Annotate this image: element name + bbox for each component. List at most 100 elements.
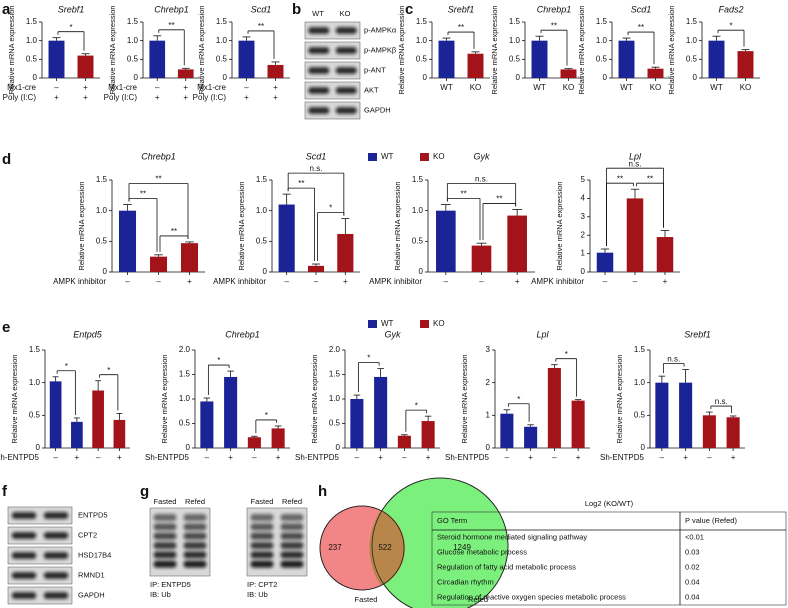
y-tick-label: 1.0: [256, 206, 268, 215]
bar: [177, 69, 194, 78]
panel-letter: f: [2, 483, 8, 500]
bar: [71, 421, 83, 448]
y-tick-label: 0: [419, 267, 424, 276]
y-tick-label: 0: [263, 267, 268, 276]
blot-band: [11, 572, 37, 579]
blot-band: [250, 523, 274, 531]
chart-title: Entpd5: [73, 329, 103, 339]
blot-band: [280, 542, 304, 549]
x-tick-label: KO: [740, 83, 752, 92]
chart-title: Scd1: [306, 151, 327, 161]
blot-label: GAPDH: [364, 105, 391, 114]
sig-label: *: [107, 366, 110, 375]
bar: [307, 265, 325, 272]
y-tick-label: 0: [134, 73, 139, 82]
bar: [647, 68, 664, 78]
x-row-value: –: [155, 83, 160, 92]
bar: [118, 210, 137, 272]
bar: [547, 367, 561, 448]
sig-label: **: [458, 23, 464, 32]
y-axis-label: Relative mRNA expression: [197, 5, 206, 94]
table-cell: Glucose metabolic process: [437, 547, 527, 556]
bar: [200, 401, 214, 448]
blot-bg: [7, 546, 73, 565]
x-tick-label: KO: [650, 83, 662, 92]
blot-band: [11, 592, 37, 599]
bar: [702, 415, 716, 448]
sig-label: *: [517, 395, 520, 404]
sig-label: **: [551, 21, 557, 30]
blot-band: [335, 47, 357, 54]
x-row-label: AMPK inhibitor: [531, 277, 584, 286]
y-tick-label: 1.5: [127, 17, 139, 26]
bar: [149, 40, 166, 78]
x-row-value: +: [576, 453, 581, 462]
x-row-value: +: [187, 277, 192, 286]
bar: [224, 376, 238, 448]
x-row-value: +: [378, 453, 383, 462]
y-tick-label: 1.5: [179, 370, 191, 379]
x-row-value: –: [54, 83, 59, 92]
chart-title: Lpl: [536, 329, 549, 339]
chart-title: Lpl: [629, 151, 642, 161]
blot-band: [250, 560, 274, 568]
sig-label: *: [367, 354, 370, 363]
blot-bg: [304, 41, 361, 60]
blot-band: [250, 551, 274, 559]
x-row-value: +: [273, 93, 278, 102]
blot-column: KO: [340, 9, 351, 18]
bar: [467, 53, 484, 78]
sig-label: *: [329, 204, 332, 213]
x-row-label: Sh-ENTPD5: [600, 453, 645, 462]
y-tick-label: 1.0: [686, 36, 698, 45]
bar: [500, 413, 514, 448]
y-axis-label: Relative mRNA expression: [160, 354, 169, 443]
bar: [77, 55, 94, 78]
bar: [708, 40, 725, 78]
bar: [271, 428, 285, 448]
x-row-value: –: [355, 453, 360, 462]
blot-band: [11, 512, 37, 519]
bar: [531, 40, 548, 78]
sig-label: **: [155, 175, 161, 184]
y-tick-label: 0: [336, 443, 341, 452]
y-tick-label: 0.5: [127, 54, 139, 63]
x-row-value: –: [633, 277, 638, 286]
x-row-value: –: [252, 453, 257, 462]
blot-label: HSD17B4: [78, 550, 111, 559]
x-row-value: +: [83, 83, 88, 92]
blot-band: [280, 560, 304, 568]
bar: [49, 381, 62, 448]
x-row-value: –: [53, 453, 58, 462]
y-tick-label: 0: [641, 443, 646, 452]
table-cell: 0.02: [685, 562, 700, 571]
venn-count: 522: [378, 543, 392, 552]
venn-left-outline: [319, 505, 405, 591]
x-row-label: AMPK inhibitor: [369, 277, 422, 286]
bar: [247, 437, 261, 448]
blot-band: [11, 532, 37, 539]
blot-bg: [304, 81, 361, 100]
venn-right-outline: [371, 477, 509, 608]
sig-label: **: [647, 174, 653, 183]
bar: [507, 215, 527, 272]
y-axis-label: Relative mRNA expression: [460, 354, 469, 443]
blot-band: [183, 551, 207, 559]
x-row-value: +: [683, 453, 688, 462]
bar: [397, 435, 411, 448]
blot-label: RMND1: [78, 570, 105, 579]
sig-label: **: [140, 190, 146, 199]
blot-caption: IP: CPT2: [247, 580, 277, 589]
y-tick-label: 3: [486, 345, 491, 354]
y-axis-label: Relative mRNA expression: [77, 181, 86, 270]
bar: [421, 421, 435, 448]
x-row-label: Sh-ENTPD5: [295, 453, 340, 462]
y-tick-label: 2: [486, 378, 491, 387]
sig-label: n.s.: [667, 355, 680, 364]
blot-band: [153, 532, 177, 540]
bar: [726, 417, 740, 448]
y-tick-label: 0.5: [412, 236, 424, 245]
blot-band: [43, 552, 69, 559]
y-tick-label: 1.5: [416, 17, 428, 26]
x-row-value: +: [426, 453, 431, 462]
